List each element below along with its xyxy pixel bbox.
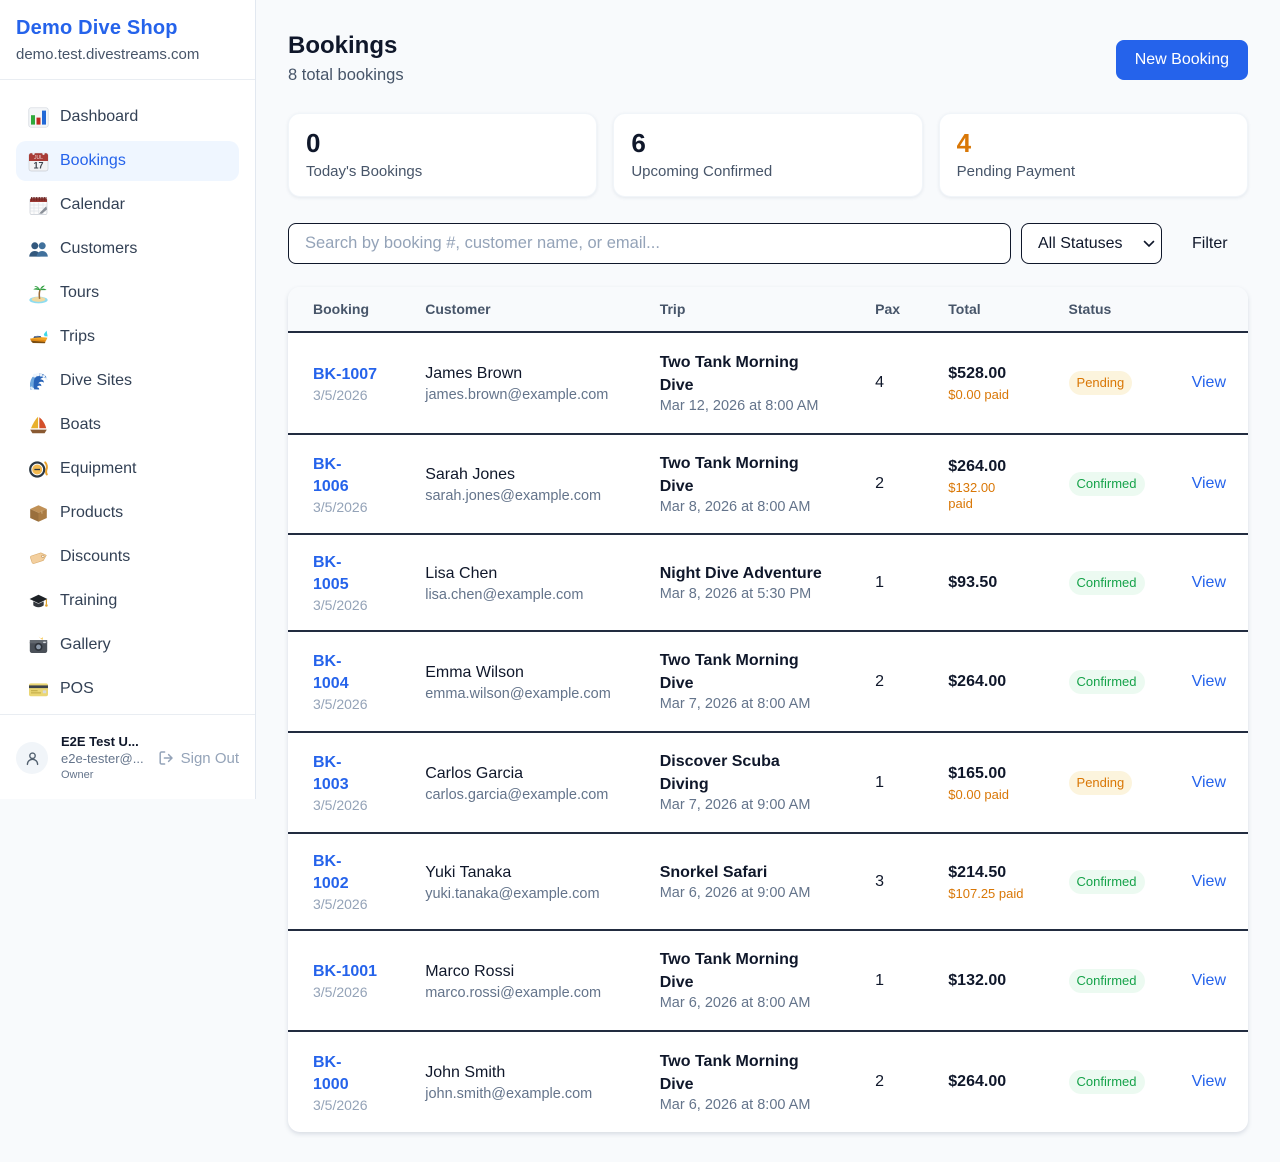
svg-text:JUL: JUL [34,155,43,161]
svg-text:17: 17 [33,160,43,170]
